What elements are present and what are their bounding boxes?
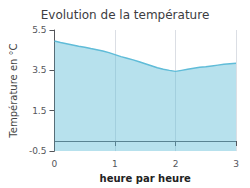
svg-text:1: 1	[112, 159, 118, 169]
svg-text:heure par heure: heure par heure	[100, 173, 191, 184]
svg-text:3: 3	[233, 159, 239, 169]
svg-text:-0.5: -0.5	[29, 146, 47, 156]
svg-text:3.5: 3.5	[32, 65, 46, 75]
svg-text:2: 2	[173, 159, 179, 169]
svg-text:1.5: 1.5	[32, 106, 46, 116]
svg-text:Température en °C: Température en °C	[8, 43, 19, 138]
svg-text:Evolution de la température: Evolution de la température	[41, 8, 210, 22]
svg-text:0: 0	[52, 159, 58, 169]
svg-text:5.5: 5.5	[32, 25, 46, 35]
